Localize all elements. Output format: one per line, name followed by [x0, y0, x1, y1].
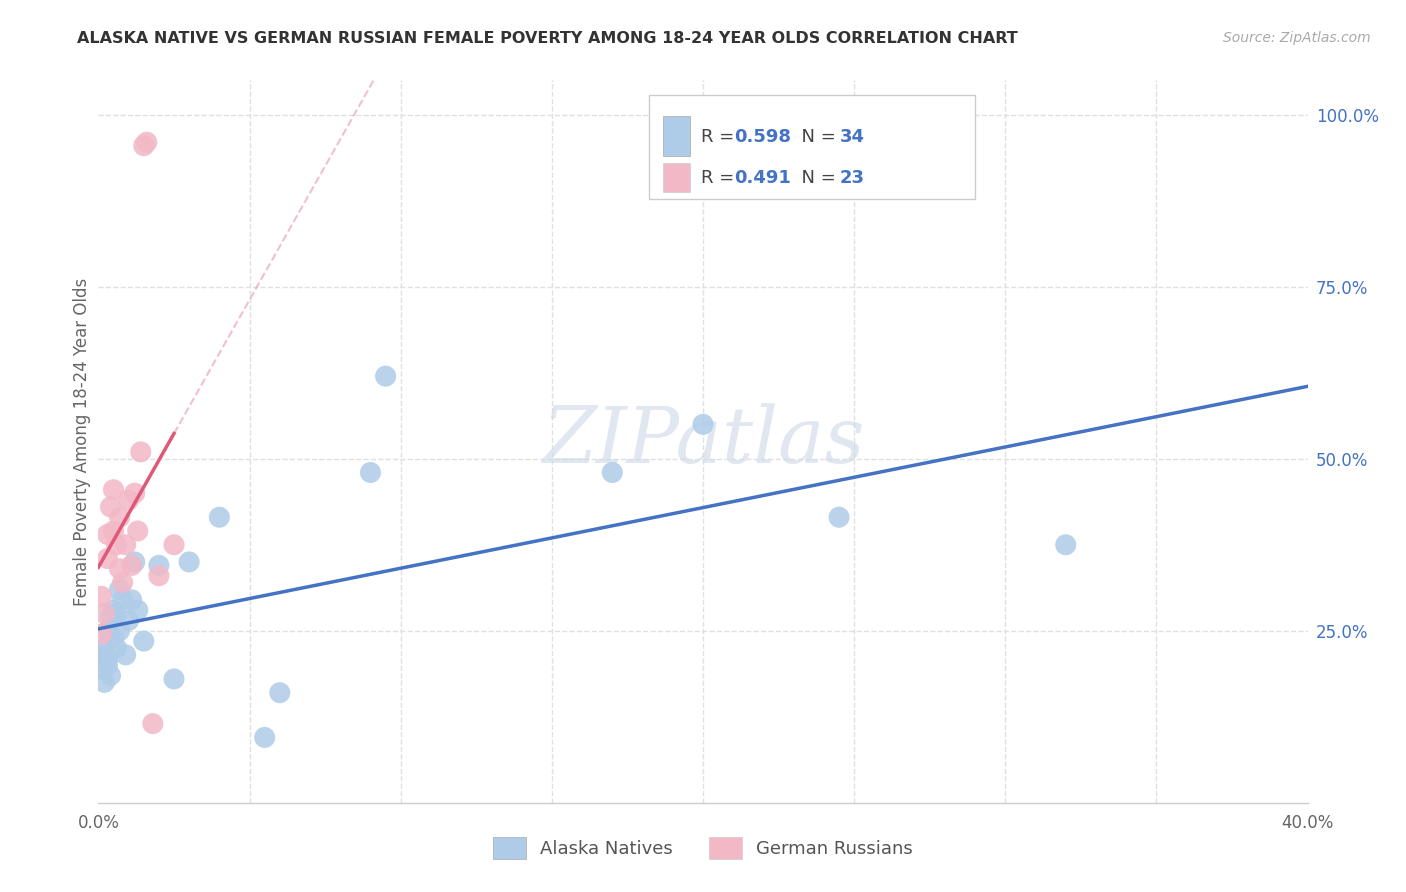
Point: [90, 590, 112, 604]
Point: [103, 631, 125, 645]
Point: [374, 369, 396, 384]
Point: [114, 648, 136, 662]
Point: [602, 466, 624, 480]
Point: [828, 510, 851, 524]
Point: [100, 500, 122, 514]
Point: [118, 614, 141, 628]
Point: [90, 648, 112, 662]
Text: 34: 34: [839, 128, 865, 145]
Legend: Alaska Natives, German Russians: Alaska Natives, German Russians: [486, 830, 920, 866]
FancyBboxPatch shape: [648, 95, 976, 200]
Point: [108, 582, 131, 597]
Point: [105, 538, 128, 552]
Point: [163, 538, 186, 552]
Bar: [664, 116, 690, 156]
Point: [132, 634, 155, 648]
Point: [135, 135, 157, 149]
Point: [105, 640, 128, 655]
Point: [121, 558, 143, 573]
Point: [124, 486, 146, 500]
Point: [93, 607, 115, 621]
Point: [93, 675, 115, 690]
Point: [108, 562, 131, 576]
Point: [100, 610, 122, 624]
Point: [118, 493, 141, 508]
Point: [179, 555, 201, 569]
Point: [142, 716, 165, 731]
Text: 23: 23: [839, 169, 865, 186]
Point: [253, 731, 276, 745]
Text: N =: N =: [790, 169, 842, 186]
Point: [129, 445, 152, 459]
Y-axis label: Female Poverty Among 18-24 Year Olds: Female Poverty Among 18-24 Year Olds: [73, 277, 91, 606]
Point: [108, 510, 131, 524]
Point: [103, 483, 125, 497]
Point: [111, 592, 134, 607]
Point: [692, 417, 714, 432]
Point: [90, 627, 112, 641]
Text: 0.491: 0.491: [734, 169, 792, 186]
Point: [1054, 538, 1077, 552]
Point: [96, 624, 118, 638]
Text: R =: R =: [700, 169, 740, 186]
Point: [111, 575, 134, 590]
Point: [103, 524, 125, 538]
Bar: [664, 163, 690, 193]
Point: [127, 603, 149, 617]
Point: [108, 624, 131, 638]
Point: [96, 527, 118, 541]
Point: [96, 658, 118, 673]
Point: [121, 592, 143, 607]
Point: [96, 551, 118, 566]
Text: N =: N =: [790, 128, 842, 145]
Point: [100, 668, 122, 682]
Point: [103, 603, 125, 617]
Point: [163, 672, 186, 686]
Point: [148, 568, 170, 582]
Point: [105, 607, 128, 621]
Text: 0.598: 0.598: [734, 128, 792, 145]
Text: ZIPatlas: ZIPatlas: [541, 403, 865, 480]
Point: [124, 555, 146, 569]
Text: R =: R =: [700, 128, 740, 145]
Point: [208, 510, 231, 524]
Text: ALASKA NATIVE VS GERMAN RUSSIAN FEMALE POVERTY AMONG 18-24 YEAR OLDS CORRELATION: ALASKA NATIVE VS GERMAN RUSSIAN FEMALE P…: [77, 31, 1018, 46]
Point: [269, 686, 291, 700]
Point: [127, 524, 149, 538]
Text: Source: ZipAtlas.com: Source: ZipAtlas.com: [1223, 31, 1371, 45]
Point: [132, 138, 155, 153]
Point: [360, 466, 382, 480]
Point: [93, 640, 115, 655]
Point: [114, 538, 136, 552]
Point: [96, 651, 118, 665]
Point: [148, 558, 170, 573]
Point: [90, 662, 112, 676]
